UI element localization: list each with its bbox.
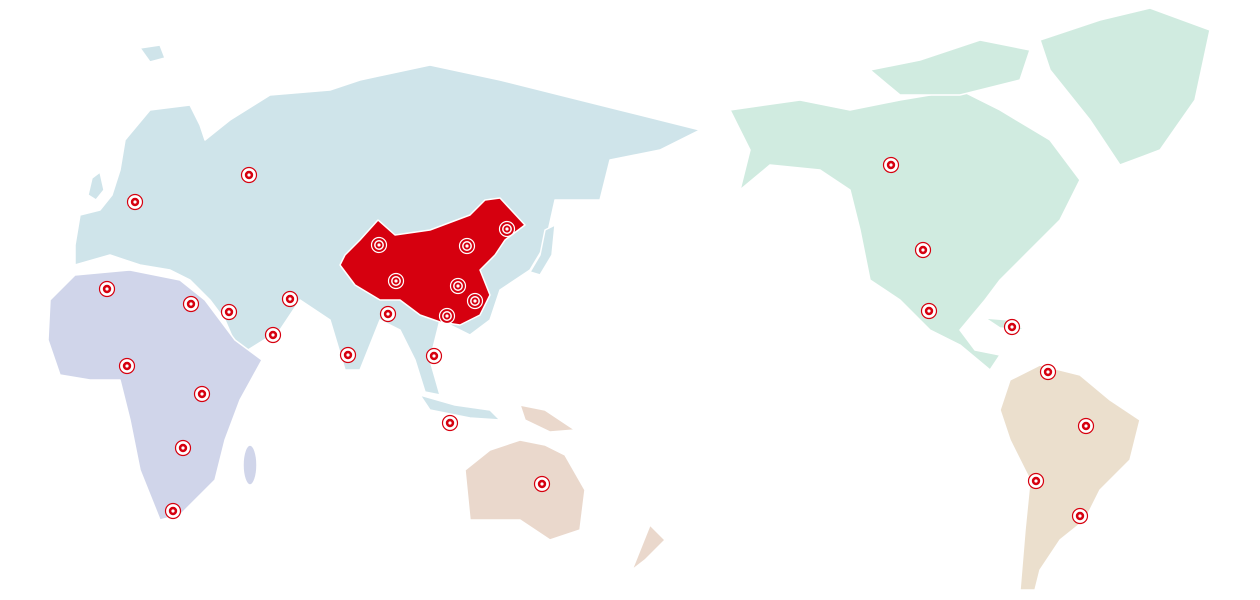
region-africa[interactable] [47,269,263,521]
target-location-icon[interactable] [466,292,484,310]
target-location-icon[interactable] [182,295,200,313]
region-japan[interactable] [529,224,556,276]
target-location-icon[interactable] [339,346,357,364]
target-location-icon[interactable] [1003,318,1021,336]
target-location-icon[interactable] [126,193,144,211]
target-location-icon[interactable] [533,475,551,493]
target-location-icon[interactable] [438,307,456,325]
region-new-guinea[interactable] [519,404,576,433]
target-location-icon[interactable] [240,166,258,184]
target-location-icon[interactable] [914,241,932,259]
target-location-icon[interactable] [441,414,459,432]
target-location-icon[interactable] [920,302,938,320]
target-location-icon[interactable] [1027,472,1045,490]
region-arctic-islands-asia[interactable] [139,44,166,63]
target-location-icon[interactable] [1077,417,1095,435]
region-north-america[interactable] [729,89,1081,371]
target-location-icon[interactable] [281,290,299,308]
target-location-icon[interactable] [174,439,192,457]
region-arctic-islands-america[interactable] [869,39,1031,96]
target-location-icon[interactable] [387,272,405,290]
target-location-icon[interactable] [98,280,116,298]
target-location-icon[interactable] [458,237,476,255]
target-location-icon[interactable] [449,277,467,295]
location-markers [98,156,1095,525]
region-indonesia[interactable] [419,394,501,421]
target-location-icon[interactable] [1039,363,1057,381]
target-location-icon[interactable] [379,305,397,323]
target-location-icon[interactable] [164,502,182,520]
region-new-zealand[interactable] [631,524,666,571]
target-location-icon[interactable] [1071,507,1089,525]
region-china[interactable] [339,197,526,326]
target-location-icon[interactable] [264,326,282,344]
target-location-icon[interactable] [193,385,211,403]
continents [47,7,1211,591]
region-greenland[interactable] [1039,7,1211,166]
target-location-icon[interactable] [882,156,900,174]
target-location-icon[interactable] [498,220,516,238]
target-location-icon[interactable] [118,357,136,375]
target-location-icon[interactable] [370,236,388,254]
region-madagascar[interactable] [242,444,258,486]
region-south-america[interactable] [999,364,1141,591]
target-location-icon[interactable] [425,347,443,365]
region-uk[interactable] [87,171,105,201]
target-location-icon[interactable] [220,303,238,321]
region-australia[interactable] [464,439,586,541]
